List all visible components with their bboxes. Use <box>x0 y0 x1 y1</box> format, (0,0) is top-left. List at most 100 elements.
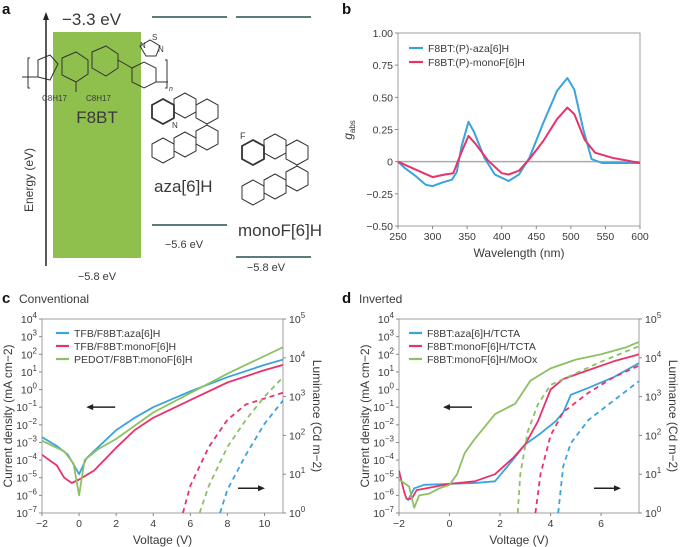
x-tick-label: 6 <box>598 518 604 530</box>
luminance-line-1 <box>219 399 283 513</box>
atom-n2: N <box>158 45 164 54</box>
atom-n1: N <box>140 41 146 50</box>
legend-label: TFB/F8BT:monoF[6]H <box>74 341 176 353</box>
legend-label: PEDOT/F8BT:monoF[6]H <box>74 354 192 366</box>
monof-helicene-structure-icon <box>241 133 309 206</box>
current-density-line-3 <box>42 346 283 497</box>
legend-label: F8BT:aza[6]H/TCTA <box>427 328 520 340</box>
x-tick-label: 4 <box>548 518 554 530</box>
x-tick-label: 550 <box>597 231 615 243</box>
energy-axis-arrow-icon <box>43 12 49 20</box>
y2-tick-label: 105 <box>645 311 662 326</box>
panel-c-conventional-chart: c Conventional −2 0 2 4 6 8 10 10−7 10−6 10−5 10−4 10… <box>1 290 324 547</box>
f8bt-band <box>53 32 141 258</box>
y-tick-label: 10−2 <box>16 417 37 432</box>
y2-tick-label: 103 <box>645 389 662 404</box>
y-tick-label: 10−1 <box>16 399 37 414</box>
y2-tick-label: 101 <box>289 466 306 481</box>
x-axis-label: Voltage (V) <box>133 533 192 547</box>
y2-axis-label: Luminance (Cd m−2) <box>666 360 680 472</box>
y-axis-label: Current density (mA cm−2) <box>1 344 15 487</box>
x-tick-label: 350 <box>458 231 476 243</box>
y2-axis-label: Luminance (Cd m−2) <box>310 360 324 472</box>
y2-tick-label: 102 <box>645 427 662 442</box>
f8bt-lumo-label: −3.3 eV <box>62 10 122 29</box>
panel-a-energy-diagram: a Energy (eV) −3.3 eV −5.8 eV F8BT S N N… <box>2 1 322 283</box>
x-tick-label: 2 <box>497 518 503 530</box>
monof-homo-label: −5.8 eV <box>247 262 286 274</box>
luminance-line-2 <box>534 364 639 513</box>
x-tick-label: 4 <box>150 518 156 530</box>
x-tick-label: 600 <box>631 231 649 243</box>
y-tick-label: 100 <box>21 382 38 397</box>
x-tick-label: 8 <box>224 518 230 530</box>
x-tick-label: 0 <box>447 518 453 530</box>
current-density-line-3 <box>399 341 639 509</box>
panel-subtitle: Conventional <box>19 292 89 306</box>
legend-label: F8BT:monoF[6]H/MoOx <box>427 354 538 366</box>
y2-tick-label: 100 <box>289 505 306 520</box>
luminance-line-1 <box>557 380 639 513</box>
y-tick-label: 10−1 <box>373 399 394 414</box>
y2-tick-label: 102 <box>289 427 306 442</box>
x-tick-label: 2 <box>113 518 119 530</box>
y-tick-label: 10−5 <box>373 470 394 485</box>
legend-label: F8BT:(P)-monoF[6]H <box>428 57 525 69</box>
y-tick-label: 10−4 <box>373 452 394 467</box>
aza-name: aza[6]H <box>154 177 213 196</box>
y2-tick-label: 101 <box>645 466 662 481</box>
monof-atom-f: F <box>240 131 246 141</box>
series-line-2 <box>397 106 641 179</box>
y-tick-label: 10−4 <box>16 452 37 467</box>
legend-label: TFB/F8BT:aza[6]H <box>74 328 160 340</box>
panel-b-label: b <box>342 1 351 18</box>
panel-b-gabs-chart: b 250 300 350 400 450 500 550 600 −0.50 −0.25 0 0.25… <box>341 1 649 260</box>
y-tick-label: 10−3 <box>373 434 394 449</box>
y-tick-label: 103 <box>21 329 38 344</box>
x-tick-label: 450 <box>528 231 546 243</box>
y2-tick-label: 104 <box>289 350 306 365</box>
x-tick-label: −2 <box>36 518 48 530</box>
plot-frame <box>41 318 284 514</box>
aza-helicene-structure-icon <box>151 92 219 164</box>
y-tick-label: 101 <box>21 364 38 379</box>
x-axis-label: Wavelength (nm) <box>474 246 565 260</box>
y-tick-label: 101 <box>378 364 395 379</box>
arrow-right-icon <box>614 485 621 492</box>
current-density-line-2 <box>42 364 283 484</box>
y-tick-label: −0.25 <box>366 189 393 201</box>
y2-tick-label: 104 <box>645 350 662 365</box>
y-tick-label: 10−5 <box>16 470 37 485</box>
y-tick-label: 10−7 <box>373 505 394 520</box>
x-tick-label: 0 <box>76 518 82 530</box>
y-tick-label: 100 <box>378 382 395 397</box>
y-tick-label: 102 <box>21 346 38 361</box>
y2-tick-label: 103 <box>289 389 306 404</box>
x-tick-label: 400 <box>493 231 511 243</box>
y-axis-label: Current density (mA cm−2) <box>358 344 372 487</box>
x-axis-label: Voltage (V) <box>489 533 548 547</box>
y2-tick-label: 100 <box>645 505 662 520</box>
f8bt-homo-label: −5.8 eV <box>78 271 117 283</box>
energy-axis-label: Energy (eV) <box>22 148 36 212</box>
f8bt-side-chain-2: C8H17 <box>86 94 111 103</box>
y-tick-label: 102 <box>378 346 395 361</box>
series-line-1 <box>397 77 640 188</box>
aza-atom-n: N <box>172 121 178 130</box>
y-tick-label: 10−6 <box>373 487 394 502</box>
legend-label: F8BT:monoF[6]H/TCTA <box>427 341 536 353</box>
x-tick-label: 300 <box>424 231 442 243</box>
panel-label: c <box>2 290 10 307</box>
luminance-line-2 <box>182 391 283 513</box>
y-tick-label: 103 <box>378 329 395 344</box>
y-tick-label: 1.00 <box>373 28 394 40</box>
y-tick-label: 0.50 <box>373 92 394 104</box>
current-density-line-2 <box>399 353 639 500</box>
luminance-line-3 <box>516 345 639 513</box>
y-tick-label: 0 <box>387 157 393 169</box>
panel-d-inverted-chart: d Inverted −2 0 2 4 6 10−7 10−6 10−5 10−4 10−3 10−2 1… <box>342 290 680 547</box>
panel-label: d <box>342 290 351 307</box>
plot-frame <box>398 318 640 514</box>
panel-a-label: a <box>2 1 11 18</box>
